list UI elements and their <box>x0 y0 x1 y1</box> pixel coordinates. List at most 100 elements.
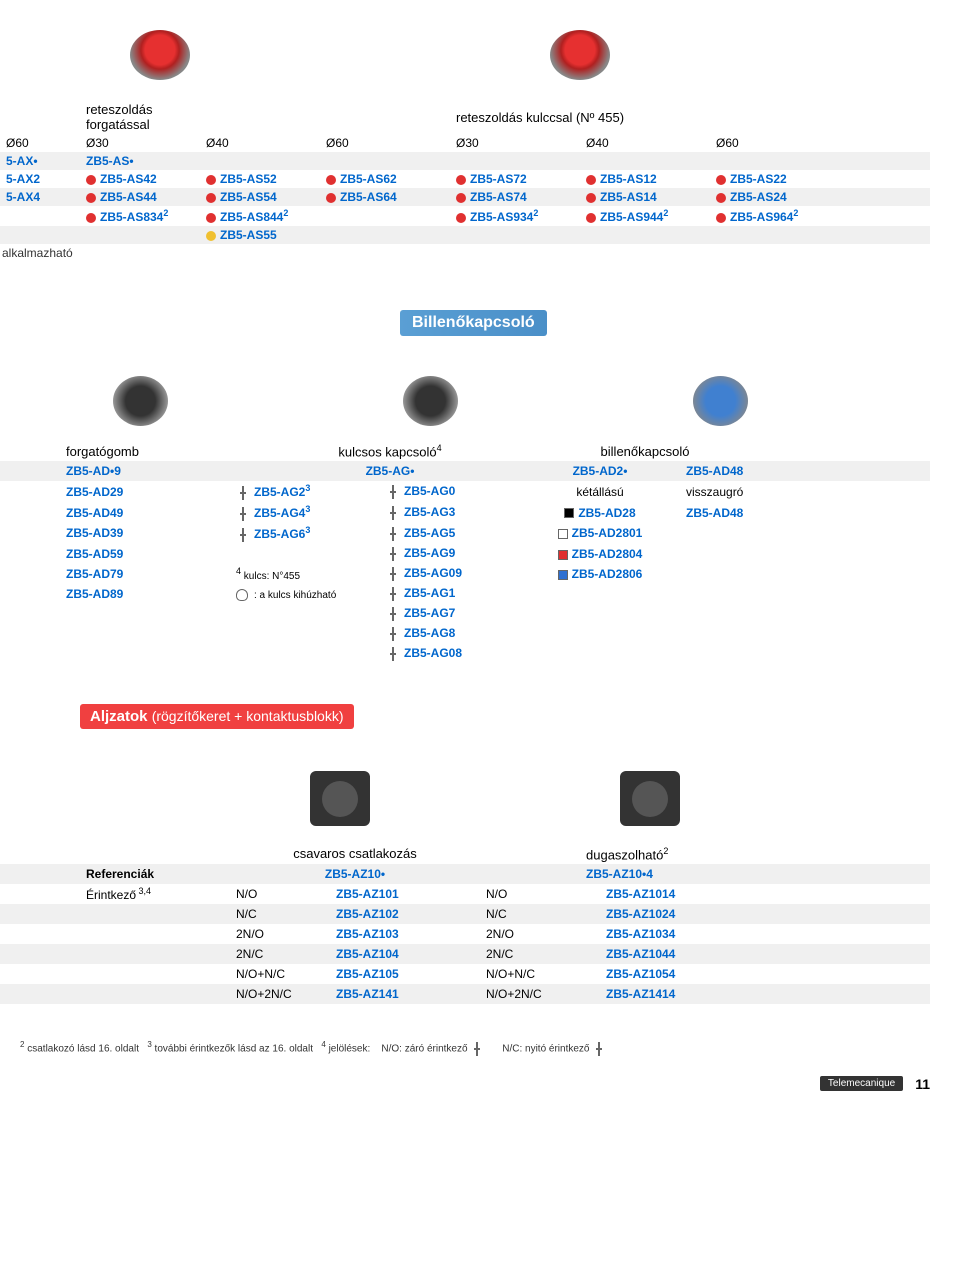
key-icon <box>236 589 248 601</box>
cell: ZB5-AD49 <box>60 506 230 520</box>
alj-row: 2N/OZB5-AZ1032N/OZB5-AZ1034 <box>0 924 930 944</box>
diagram-icon <box>236 486 250 500</box>
cell: ZB5-AD89 <box>60 587 230 601</box>
diagram-icon <box>386 627 400 641</box>
cell: ZB5-AS24 <box>710 190 840 204</box>
cell: 4 kulcs: N°455 <box>230 566 380 582</box>
cell: ZB5-AS55 <box>200 228 320 242</box>
top-section: reteszoldás forgatással reteszoldás kulc… <box>0 20 930 260</box>
cell: ZB5-AS14 <box>580 190 710 204</box>
cell: ZB5-AZ104 <box>330 947 480 961</box>
emergency-key-button-image <box>540 20 620 90</box>
bill-row: ZB5-AG08 <box>0 644 930 664</box>
alj-row: 2N/CZB5-AZ1042N/CZB5-AZ1044 <box>0 944 930 964</box>
no-contact-icon <box>470 1042 484 1056</box>
cell: ZB5-AD48 <box>680 506 790 520</box>
diagram-icon <box>386 587 400 601</box>
cell: N/O+N/C <box>230 967 330 981</box>
cell: : a kulcs kihúzható <box>230 587 380 601</box>
cell: ZB5-AS9642 <box>710 208 840 224</box>
cell: ZB5-AG1 <box>380 586 520 601</box>
cell: ZB5-AG63 <box>230 525 380 542</box>
color-dot <box>586 193 596 203</box>
diagram-icon <box>236 528 250 542</box>
cell: ZB5-AG08 <box>380 646 520 661</box>
cell: kétállású <box>520 485 680 499</box>
cell: ZB5-AS• <box>80 154 200 168</box>
cell: ZB5-AZ103 <box>330 927 480 941</box>
bill-row: ZB5-AD89: a kulcs kihúzhatóZB5-AG1 <box>0 584 930 604</box>
diagram-icon <box>386 567 400 581</box>
cell: ZB5-AZ141 <box>330 987 480 1001</box>
color-dot <box>456 213 466 223</box>
dia-5: Ø40 <box>580 136 710 150</box>
cell: ZB5-AG7 <box>380 606 520 621</box>
color-dot <box>86 213 96 223</box>
top-row: ZB5-AS8342ZB5-AS8442ZB5-AS9342ZB5-AS9442… <box>0 206 930 226</box>
cell: 2N/O <box>480 927 600 941</box>
bill-r0c: ZB5-AD2• <box>520 464 680 478</box>
cell: 2N/O <box>230 927 330 941</box>
color-dot <box>206 213 216 223</box>
cell: 2N/C <box>480 947 600 961</box>
color-dot <box>206 175 216 185</box>
color-dot <box>326 175 336 185</box>
alj-ref-row: Referenciák ZB5-AZ10• ZB5-AZ10•4 <box>0 864 930 884</box>
dia-3: Ø60 <box>320 136 450 150</box>
bill-row: ZB5-AD59ZB5-AG9ZB5-AD2804 <box>0 544 930 564</box>
cell: ZB5-AZ1024 <box>600 907 750 921</box>
cell: N/O <box>480 887 600 901</box>
cell: ZB5-AZ1014 <box>600 887 750 901</box>
cell: ZB5-AG09 <box>380 566 520 581</box>
cell: ZB5-AS22 <box>710 172 840 186</box>
toggle-switch-image <box>680 371 760 431</box>
bill-row: ZB5-AD49ZB5-AG43ZB5-AG3ZB5-AD28ZB5-AD48 <box>0 502 930 523</box>
dia-1: Ø30 <box>80 136 200 150</box>
diagram-icon <box>386 506 400 520</box>
color-dot <box>456 175 466 185</box>
page-number: 11 <box>915 1076 930 1092</box>
color-dot <box>716 175 726 185</box>
diagram-icon <box>386 485 400 499</box>
bill-r0a: ZB5-AD•9 <box>60 464 260 478</box>
cell: ZB5-AS74 <box>450 190 580 204</box>
top-row: 5-AX2ZB5-AS42ZB5-AS52ZB5-AS62ZB5-AS72ZB5… <box>0 170 930 188</box>
cell: ZB5-AD79 <box>60 567 230 581</box>
bill-h-a: forgatógomb <box>60 444 260 459</box>
aljzatok-title: Aljzatok (rögzítőkeret + kontaktusblokk) <box>80 704 354 729</box>
cell: ZB5-AD2806 <box>520 567 680 581</box>
billeno-table: forgatógomb kulcsos kapcsoló4 billenőkap… <box>0 441 930 664</box>
cell: ZB5-AD39 <box>60 526 230 540</box>
cell: visszaugró <box>680 485 790 499</box>
color-square <box>558 550 568 560</box>
cell: ZB5-AS64 <box>320 190 450 204</box>
top-row: ZB5-AS55 <box>0 226 930 244</box>
cell: 5-AX4 <box>0 190 80 204</box>
cell: ZB5-AS8342 <box>80 208 200 224</box>
top-header-row: reteszoldás forgatással reteszoldás kulc… <box>0 100 930 134</box>
alj-row: Érintkező 3,4N/OZB5-AZ101N/OZB5-AZ1014 <box>0 884 930 904</box>
dia-4: Ø30 <box>450 136 580 150</box>
bill-h-b: kulcsos kapcsoló4 <box>260 443 520 459</box>
socket-images <box>0 764 930 834</box>
cell: ZB5-AD2804 <box>520 547 680 561</box>
bill-row: ZB5-AG8 <box>0 624 930 644</box>
cell: ZB5-AD28 <box>520 506 680 520</box>
bill-row: ZB5-AD39ZB5-AG63ZB5-AG5ZB5-AD2801 <box>0 523 930 544</box>
plug-socket-image <box>610 764 690 834</box>
bill-row0: ZB5-AD•9 ZB5-AG• ZB5-AD2• ZB5-AD48 <box>0 461 930 481</box>
alj-data-rows: Érintkező 3,4N/OZB5-AZ101N/OZB5-AZ1014N/… <box>0 884 930 1004</box>
cell: ZB5-AG3 <box>380 505 520 520</box>
bill-row: ZB5-AD29ZB5-AG23ZB5-AG0kétállásúvisszaug… <box>0 481 930 502</box>
alkalmazhato-label: alkalmazható <box>0 244 930 260</box>
page-footer: Telemecanique 11 <box>0 1066 930 1092</box>
cell: N/O+2N/C <box>480 987 600 1001</box>
bill-row: ZB5-AG7 <box>0 604 930 624</box>
switch-images <box>0 371 930 431</box>
color-dot <box>86 175 96 185</box>
cell: N/C <box>480 907 600 921</box>
cell: N/O <box>230 887 330 901</box>
alj-ref1: ZB5-AZ10• <box>230 867 480 881</box>
alj-row: N/O+2N/CZB5-AZ141N/O+2N/CZB5-AZ1414 <box>0 984 930 1004</box>
cell: ZB5-AZ1034 <box>600 927 750 941</box>
